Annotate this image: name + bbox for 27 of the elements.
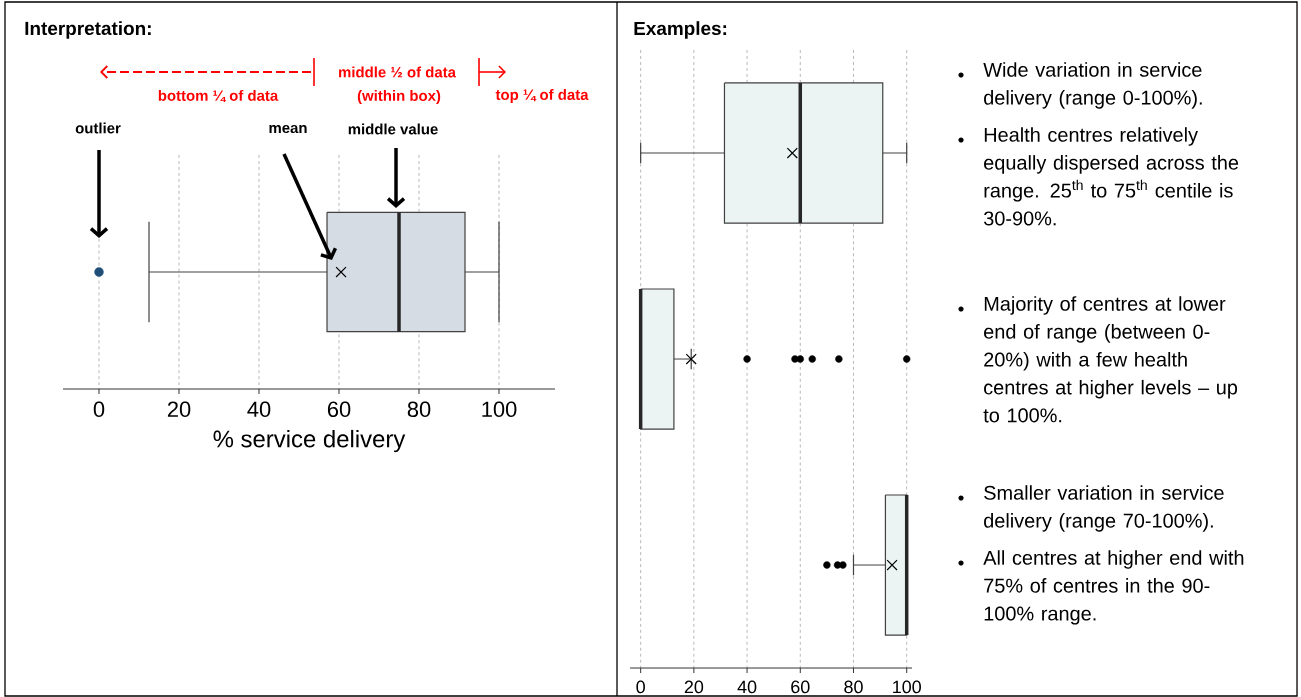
text: outlier — [75, 122, 121, 134]
text: middle ½ of data — [339, 66, 457, 78]
x-tick-label: 40 — [737, 680, 757, 694]
x-tick-label: 100 — [893, 680, 921, 694]
text: top ¼ of data — [495, 89, 589, 103]
x-tick-label: 100 — [482, 401, 517, 418]
x-tick-label: 20 — [684, 680, 704, 694]
text: Majority of centres at lower end of range (between 0-20%) with a few health centres at higher levels – up to 100%. — [983, 296, 1238, 423]
text: All centres at higher end with 75% of centres in the 90-100% range. — [983, 550, 1244, 625]
x-tick-label: 80 — [407, 401, 431, 418]
text: Wide variation in service delivery (range 0-100%). — [983, 62, 1202, 109]
x-axis-title: % service delivery — [213, 429, 406, 453]
x-tick-label: 20 — [167, 401, 191, 418]
x-tick-label: 0 — [93, 401, 105, 418]
text: Health centres relatively equally dispersed across the range. 25$^{th}$ to 75$^{th}$ centile is 30-90%. — [983, 127, 1239, 226]
chart-title: Examples: — [634, 21, 727, 39]
chart-title: Interpretation: — [25, 21, 151, 39]
x-tick-label: 0 — [636, 680, 645, 694]
x-tick-label: 60 — [327, 401, 351, 418]
x-tick-label: 40 — [247, 401, 271, 418]
text: mean — [269, 124, 307, 134]
text: middle value — [348, 123, 438, 135]
text: bottom ¼ of data — [158, 89, 279, 103]
text: Smaller variation in service delivery (range 70-100%). — [984, 485, 1224, 532]
text: (within box) — [357, 90, 441, 104]
x-tick-label: 60 — [791, 680, 810, 694]
x-tick-label: 80 — [844, 680, 863, 694]
